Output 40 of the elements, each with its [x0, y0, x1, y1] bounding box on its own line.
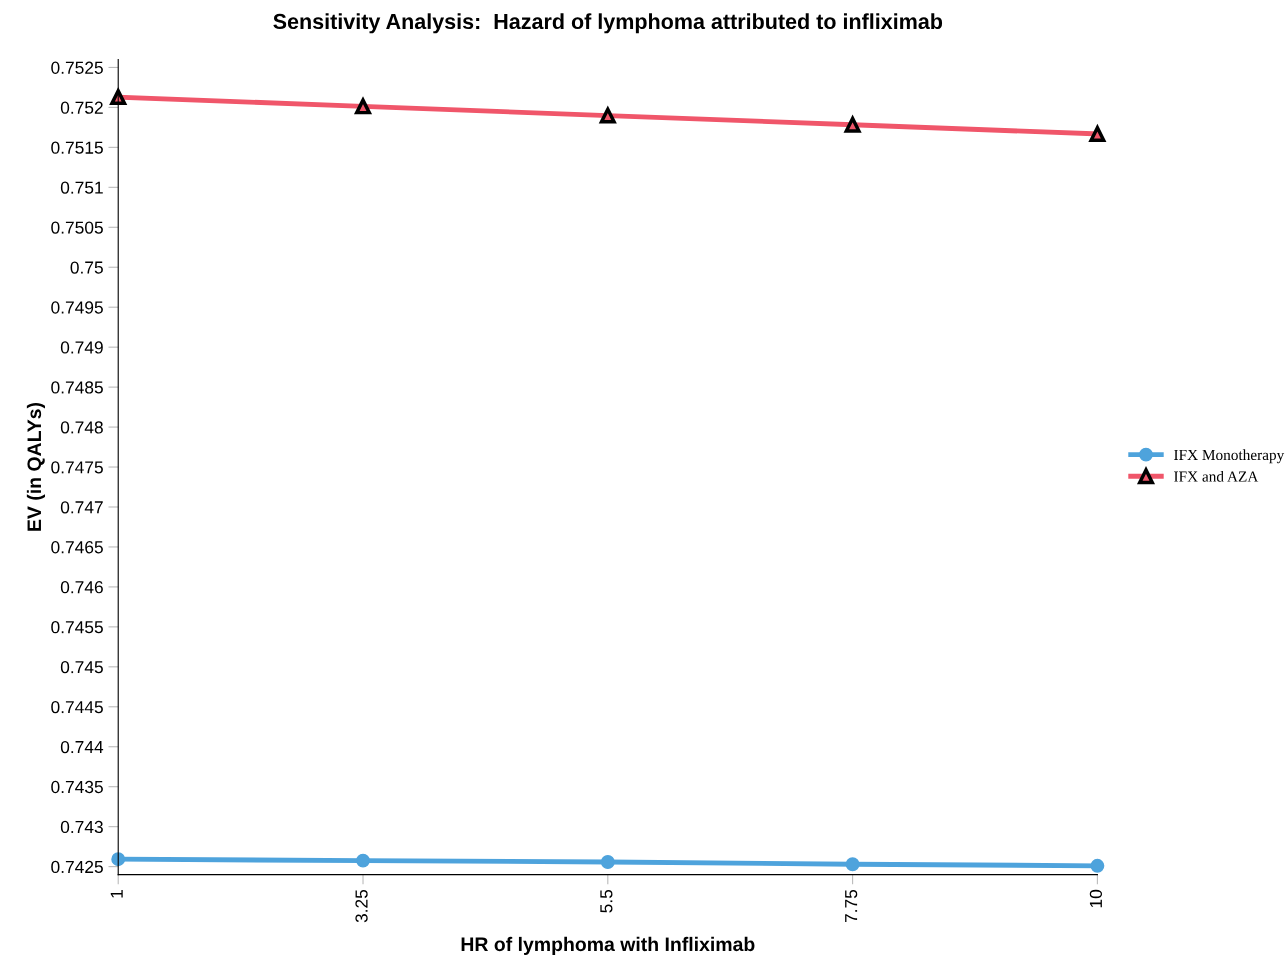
point	[843, 114, 862, 133]
point	[1090, 858, 1105, 873]
point	[110, 89, 127, 106]
y-tick-label: 0.746	[60, 581, 103, 594]
y-tick-label: 0.7425	[51, 860, 103, 874]
y-tick-label: 0.743	[60, 820, 103, 834]
y-tick-label: 0.7475	[51, 461, 103, 474]
y-axis-title: EV (in QALYs)	[26, 402, 45, 531]
point	[845, 857, 860, 872]
y-tick-label: 0.7455	[51, 621, 103, 634]
point	[356, 853, 370, 868]
y-tick-label: 0.7485	[51, 381, 103, 394]
point	[1088, 123, 1107, 142]
x-tick-label: 1	[110, 890, 123, 898]
point	[600, 855, 615, 869]
y-tick-label: 0.744	[60, 740, 104, 754]
y-tick-label: 0.7465	[51, 541, 103, 554]
y-tick-label: 0.7515	[51, 141, 103, 154]
x-tick-label: 7.75	[845, 889, 858, 923]
point	[598, 105, 617, 124]
chart-title: Sensitivity Analysis: Hazard of lymphoma attributed to infliximab	[273, 13, 943, 34]
y-tick-label: 0.7495	[51, 301, 103, 314]
y-tick-label: 0.7505	[51, 221, 103, 234]
y-tick-label: 0.748	[60, 421, 103, 434]
y-tick-label: 0.7525	[51, 61, 103, 74]
y-tick-label: 0.747	[60, 501, 103, 514]
point	[111, 852, 126, 867]
x-tick-label: 10	[1089, 889, 1103, 908]
y-tick-label: 0.749	[60, 341, 103, 354]
y-tick-label: 0.751	[60, 181, 103, 194]
legend-label: IFX Monotherapy	[1174, 449, 1285, 464]
y-tick-label: 0.745	[60, 660, 103, 674]
x-tick-label: 3.25	[355, 889, 368, 923]
legend-label: IFX and AZA	[1174, 470, 1259, 482]
x-axis-title: HR of lymphoma with Infliximab	[461, 936, 755, 955]
y-tick-label: 0.7445	[51, 700, 103, 714]
x-tick-label: 5.5	[600, 889, 613, 913]
y-tick-label: 0.752	[60, 101, 103, 114]
y-tick-label: 0.75	[70, 261, 103, 274]
y-tick-label: 0.7435	[51, 780, 103, 794]
